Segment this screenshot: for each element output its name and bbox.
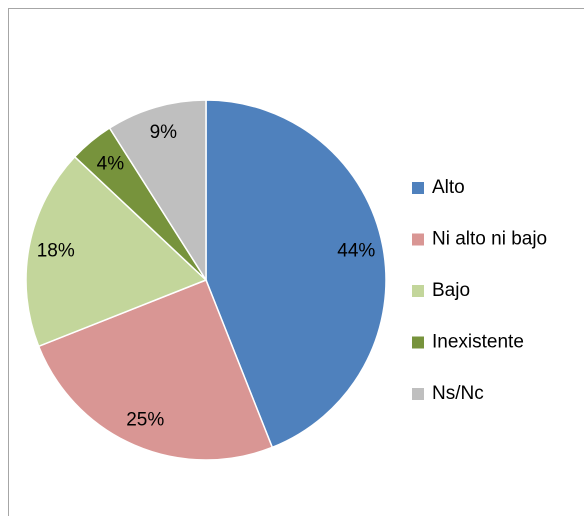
legend-label: Bajo <box>432 280 470 301</box>
legend-swatch <box>412 285 424 297</box>
legend-label: Inexistente <box>432 332 524 353</box>
pie-slice <box>205 99 387 449</box>
legend-swatch <box>412 182 424 194</box>
pie-slice <box>37 279 274 461</box>
legend-swatch <box>412 233 424 246</box>
data-label: 9% <box>150 122 178 143</box>
data-label: 18% <box>37 240 75 261</box>
legend-swatch <box>412 336 424 349</box>
data-label: 44% <box>337 240 375 261</box>
legend-label: Ns/Nc <box>432 383 484 404</box>
legend-swatch <box>412 388 424 400</box>
pie-slice <box>25 155 208 348</box>
legend-label: Alto <box>432 177 465 198</box>
legend-label: Ni alto ni bajo <box>432 229 547 250</box>
data-label: 4% <box>97 153 125 174</box>
data-label: 25% <box>126 409 164 430</box>
pie-slice <box>108 99 207 283</box>
